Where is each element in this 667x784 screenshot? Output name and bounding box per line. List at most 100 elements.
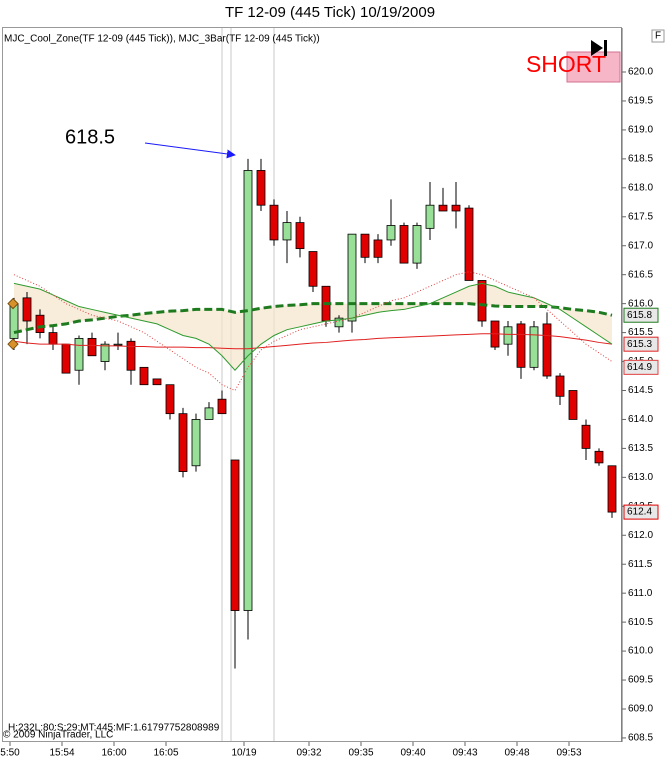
price-marker-label: 612.4	[627, 507, 652, 518]
candle-body	[61, 343, 71, 374]
y-tick-label: 611.5	[628, 559, 653, 570]
candle-body	[464, 207, 474, 281]
indicator-line	[13, 282, 613, 371]
candle-body	[295, 222, 305, 250]
copyright: © 2009 NinjaTrader, LLC	[3, 730, 113, 741]
x-tick-label: 09:35	[348, 748, 373, 759]
x-tick-label: 5:50	[0, 748, 20, 759]
x-tick-label: 09:48	[504, 748, 529, 759]
candle-body	[503, 326, 513, 345]
y-tick-label: 619.5	[628, 96, 653, 107]
candle-body	[581, 424, 591, 449]
candle-body	[477, 280, 487, 322]
signal-box	[566, 51, 621, 83]
y-tick-label: 618.5	[628, 154, 653, 165]
signal-diamond	[7, 297, 19, 310]
indicator-line	[13, 302, 613, 335]
candle-body	[22, 297, 32, 322]
candle-body	[35, 314, 45, 333]
y-tick-label: 613.5	[628, 443, 653, 454]
annotation: 618.5	[65, 126, 115, 148]
price-marker-label: 615.3	[627, 339, 652, 350]
indicator-line	[13, 333, 613, 350]
candle-body	[204, 407, 214, 420]
price-marker-box	[623, 336, 659, 352]
candle-body	[529, 326, 539, 368]
candle-body	[360, 233, 370, 258]
candle-body	[178, 413, 188, 472]
candle-body	[347, 233, 357, 322]
y-tick-label: 609.0	[628, 704, 653, 715]
candle-body	[243, 170, 253, 611]
candle-body	[48, 332, 58, 345]
chart-title: TF 12-09 (445 Tick) 10/19/2009	[225, 4, 435, 21]
candle-body	[74, 337, 84, 371]
price-marker-box	[623, 504, 659, 520]
candle-body	[126, 340, 136, 371]
indicator-line	[13, 271, 613, 392]
signal-diamond	[7, 338, 19, 350]
x-tick-label: 15:54	[49, 748, 74, 759]
candle-body	[386, 225, 396, 241]
y-tick-label: 617.0	[628, 240, 653, 251]
y-tick-label: 611.0	[628, 588, 653, 599]
candle-body	[165, 384, 175, 415]
candle-body	[191, 419, 201, 467]
y-tick-label: 612.0	[628, 530, 653, 541]
candle-body	[568, 390, 578, 420]
candle-body	[152, 378, 162, 386]
toolbar-button-label: F	[655, 31, 661, 42]
candle-body	[542, 323, 552, 377]
candle-body	[256, 170, 266, 206]
x-tick-label: 10/19	[231, 748, 256, 759]
candle-body	[334, 317, 344, 328]
price-marker-box	[623, 359, 659, 375]
y-tick-label: 613.0	[628, 472, 653, 483]
y-tick-label: 616.5	[628, 269, 653, 280]
price-marker-label: 615.8	[627, 310, 652, 321]
signal-text: SHORT	[526, 51, 606, 77]
candle-body	[100, 343, 110, 362]
candle-body	[451, 204, 461, 212]
stats: H:232L:80:S:29:MT:445:MF:1.6179775280898…	[8, 723, 220, 734]
end-icon[interactable]	[604, 40, 607, 56]
y-tick-label: 617.5	[628, 211, 653, 222]
play-icon[interactable]	[591, 40, 603, 56]
candle-body	[412, 225, 422, 264]
candle-body	[594, 450, 604, 464]
x-tick-label: 09:53	[556, 748, 581, 759]
candle-body	[269, 204, 279, 241]
y-tick-label: 614.0	[628, 414, 653, 425]
candle-body	[217, 398, 227, 415]
candle-body	[113, 343, 123, 346]
y-tick-label: 609.5	[628, 675, 653, 686]
x-tick-label: 09:43	[452, 748, 477, 759]
candle-body	[425, 204, 435, 229]
y-tick-label: 610.5	[628, 617, 653, 628]
x-tick-label: 09:40	[400, 748, 425, 759]
candle-body	[399, 225, 409, 264]
x-tick-label: 16:05	[153, 748, 178, 759]
y-tick-label: 610.0	[628, 646, 653, 657]
x-tick-label: 09:32	[296, 748, 321, 759]
toolbar-button[interactable]	[651, 29, 665, 43]
y-tick-label: 619.0	[628, 125, 653, 136]
candle-body	[87, 337, 97, 357]
indicator-names: MJC_Cool_Zone(TF 12-09 (445 Tick)), MJC_…	[4, 34, 320, 45]
candle-body	[308, 251, 318, 287]
candle-body	[230, 459, 240, 611]
y-tick-label: 608.5	[628, 733, 653, 744]
candle-body	[373, 239, 383, 258]
candle-body	[607, 465, 617, 513]
candle-body	[139, 366, 149, 386]
price-marker-label: 614.9	[627, 362, 652, 373]
annotation-arrow	[144, 142, 236, 159]
y-tick-label: 614.5	[628, 385, 653, 396]
x-tick-label: 16:00	[101, 748, 126, 759]
price-marker-box	[623, 307, 659, 323]
y-tick-label: 618.0	[628, 182, 653, 193]
y-tick-label: 616.0	[628, 298, 653, 309]
y-tick-label: 615.5	[628, 327, 653, 338]
